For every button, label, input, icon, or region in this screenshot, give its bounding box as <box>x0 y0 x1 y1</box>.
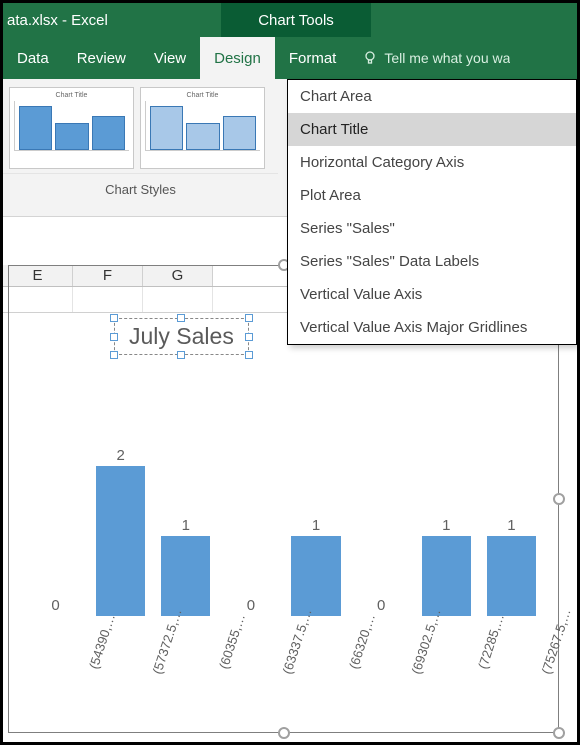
tell-me-placeholder: Tell me what you wa <box>384 50 510 66</box>
bar-column: 1 <box>415 396 478 616</box>
tab-data[interactable]: Data <box>3 37 63 79</box>
tell-me-search[interactable]: Tell me what you wa <box>350 37 510 79</box>
bar-column: 1 <box>285 396 348 616</box>
chart-title-text: July Sales <box>129 323 234 349</box>
chart-style-thumb-1[interactable]: Chart Title <box>9 87 134 169</box>
filename-label: ata.xlsx - Excel <box>7 12 108 29</box>
window-title: ata.xlsx - Excel <box>3 3 221 37</box>
dropdown-item-horizontal-axis[interactable]: Horizontal Category Axis <box>288 146 576 179</box>
bar-series: 0 2 1 0 1 0 1 1 <box>24 396 543 616</box>
dropdown-item-series-sales[interactable]: Series "Sales" <box>288 212 576 245</box>
tab-design[interactable]: Design <box>200 37 275 79</box>
dropdown-item-plot-area[interactable]: Plot Area <box>288 179 576 212</box>
plot-area[interactable]: 0 2 1 0 1 0 1 1 <box>24 396 543 616</box>
titlebar-spacer <box>371 3 577 37</box>
title-handle[interactable] <box>110 314 118 322</box>
dropdown-item-chart-area[interactable]: Chart Area <box>288 80 576 113</box>
data-label: 1 <box>312 517 320 534</box>
selection-handle[interactable] <box>553 727 565 739</box>
title-handle[interactable] <box>110 333 118 341</box>
chart-style-thumb-2[interactable]: Chart Title <box>140 87 265 169</box>
thumb-label: Chart Title <box>145 92 260 99</box>
data-label: 2 <box>117 447 125 464</box>
selection-handle[interactable] <box>278 727 290 739</box>
chart-elements-dropdown: Chart Area Chart Title Horizontal Catego… <box>287 79 577 345</box>
bar-column: 1 <box>480 396 543 616</box>
tab-view[interactable]: View <box>140 37 200 79</box>
title-handle[interactable] <box>245 351 253 359</box>
bar-column: 0 <box>350 396 413 616</box>
chart-tools-label: Chart Tools <box>258 12 334 29</box>
data-label: 1 <box>182 517 190 534</box>
dropdown-item-chart-title[interactable]: Chart Title <box>288 113 576 146</box>
data-label: 1 <box>507 517 515 534</box>
ribbon-tabs: Data Review View Design Format Tell me w… <box>3 37 577 79</box>
dropdown-item-series-data-labels[interactable]: Series "Sales" Data Labels <box>288 245 576 278</box>
title-handle[interactable] <box>177 351 185 359</box>
chart-tools-contextual-tab: Chart Tools <box>221 3 371 37</box>
dropdown-item-vertical-gridlines[interactable]: Vertical Value Axis Major Gridlines <box>288 311 576 344</box>
title-handle[interactable] <box>110 351 118 359</box>
tab-review[interactable]: Review <box>63 37 140 79</box>
bar[interactable] <box>96 466 145 616</box>
title-handle[interactable] <box>177 314 185 322</box>
bar-column: 0 <box>24 396 87 616</box>
bar-column: 2 <box>89 396 152 616</box>
lightbulb-icon <box>362 50 378 66</box>
bar-column: 1 <box>154 396 217 616</box>
selection-handle[interactable] <box>553 493 565 505</box>
data-label: 1 <box>442 517 450 534</box>
bar-column: 0 <box>219 396 282 616</box>
titlebar: ata.xlsx - Excel Chart Tools <box>3 3 577 37</box>
title-handle[interactable] <box>245 333 253 341</box>
chart-title[interactable]: July Sales <box>114 318 249 355</box>
x-axis-labels: (54390,…(57372.5,…(60355,…(63337.5,…(663… <box>24 626 543 726</box>
thumb-label: Chart Title <box>14 92 129 99</box>
chart-styles-group-label: Chart Styles <box>3 173 278 205</box>
tab-format[interactable]: Format <box>275 37 351 79</box>
dropdown-item-vertical-axis[interactable]: Vertical Value Axis <box>288 278 576 311</box>
title-handle[interactable] <box>245 314 253 322</box>
